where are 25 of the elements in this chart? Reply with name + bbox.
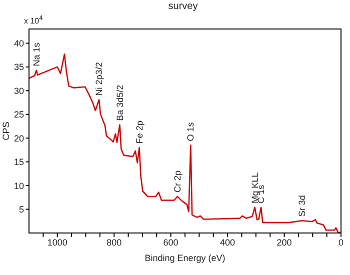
y-tick-label: 10 [14, 180, 24, 191]
x-tick-label: 0 [338, 237, 344, 248]
annotation: Sr 3d [297, 195, 308, 217]
annotation: Cr 2p [172, 170, 182, 192]
y-tick-label: 30 [14, 86, 24, 96]
annotation: O 1s [186, 122, 196, 142]
y-tick-label: 40 [14, 38, 24, 48]
annotation: Ni 2p3/2 [94, 62, 104, 96]
x-tick-label: 200 [276, 237, 292, 248]
y-tick-label: 20 [14, 133, 24, 144]
x-tick-label: 600 [163, 237, 178, 248]
y-tick-label: 5 [18, 204, 24, 214]
y-axis-title: CPS [1, 122, 12, 140]
y-tick-label: 15 [14, 157, 24, 168]
x-tick-label: 1000 [47, 237, 68, 248]
y-tick-label: 35 [14, 62, 24, 72]
annotation: Na 1s [31, 42, 42, 66]
y-tick-label: 25 [14, 110, 24, 120]
annotation: Fe 2p [134, 120, 144, 144]
x-tick-label: 400 [220, 237, 236, 248]
annotation: Ba 3d5/2 [114, 84, 125, 121]
text: x 10$^{4}$ [24, 15, 43, 26]
x-axis-title: Binding Energy (eV) [144, 253, 226, 263]
chart-title: survey [167, 1, 199, 12]
x-tick-label: 800 [106, 237, 122, 248]
